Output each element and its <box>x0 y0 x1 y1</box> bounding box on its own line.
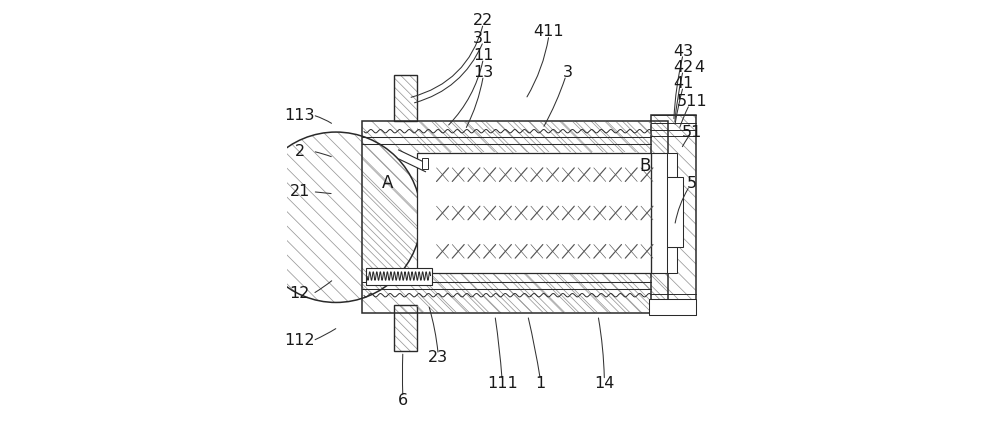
Bar <box>651 153 668 273</box>
Text: 22: 22 <box>473 13 494 28</box>
FancyArrowPatch shape <box>449 61 483 125</box>
Text: 14: 14 <box>594 376 615 391</box>
Text: 3: 3 <box>563 65 573 80</box>
Text: 13: 13 <box>473 65 494 80</box>
FancyArrowPatch shape <box>495 318 502 378</box>
Bar <box>362 121 668 313</box>
Text: 12: 12 <box>290 286 310 302</box>
Bar <box>417 153 651 273</box>
Text: 31: 31 <box>473 31 494 46</box>
Bar <box>667 153 677 177</box>
FancyArrowPatch shape <box>315 152 331 157</box>
Bar <box>417 153 651 273</box>
Bar <box>667 247 677 273</box>
Text: 1: 1 <box>535 376 546 391</box>
FancyArrowPatch shape <box>675 189 688 223</box>
FancyArrowPatch shape <box>527 37 549 97</box>
Text: 511: 511 <box>676 94 707 109</box>
Text: 43: 43 <box>673 43 693 59</box>
Text: 111: 111 <box>487 376 518 391</box>
Bar <box>422 158 428 169</box>
Text: 42: 42 <box>673 60 693 75</box>
Text: A: A <box>381 174 393 192</box>
FancyArrowPatch shape <box>429 307 438 352</box>
FancyArrowPatch shape <box>675 73 683 121</box>
Bar <box>366 268 432 285</box>
Text: 51: 51 <box>682 124 702 140</box>
Bar <box>649 299 696 315</box>
FancyArrowPatch shape <box>682 137 688 147</box>
Bar <box>651 153 668 273</box>
Text: 6: 6 <box>398 393 408 408</box>
FancyArrowPatch shape <box>315 281 332 293</box>
Bar <box>651 115 696 315</box>
FancyArrowPatch shape <box>315 328 336 340</box>
Bar <box>394 305 417 351</box>
FancyArrowPatch shape <box>415 44 482 103</box>
Text: 41: 41 <box>673 76 693 91</box>
Text: 21: 21 <box>290 184 310 199</box>
FancyArrowPatch shape <box>598 318 604 377</box>
FancyArrowPatch shape <box>680 107 688 127</box>
FancyArrowPatch shape <box>315 192 331 193</box>
FancyArrowPatch shape <box>315 116 332 123</box>
Text: 112: 112 <box>284 333 315 348</box>
FancyArrowPatch shape <box>528 318 540 378</box>
FancyArrowPatch shape <box>411 26 483 97</box>
FancyArrowPatch shape <box>544 78 565 126</box>
FancyArrowPatch shape <box>674 57 683 118</box>
Text: 5: 5 <box>687 176 697 191</box>
Text: 4: 4 <box>694 60 704 75</box>
Text: 23: 23 <box>428 350 448 366</box>
Text: 2: 2 <box>295 144 305 159</box>
Text: 11: 11 <box>473 48 494 63</box>
FancyArrowPatch shape <box>466 78 483 127</box>
Polygon shape <box>399 150 425 172</box>
Text: B: B <box>639 157 651 175</box>
Text: 113: 113 <box>285 107 315 123</box>
FancyArrowPatch shape <box>675 89 682 124</box>
Text: 411: 411 <box>534 24 564 40</box>
Bar <box>667 177 683 247</box>
Bar <box>394 75 417 121</box>
